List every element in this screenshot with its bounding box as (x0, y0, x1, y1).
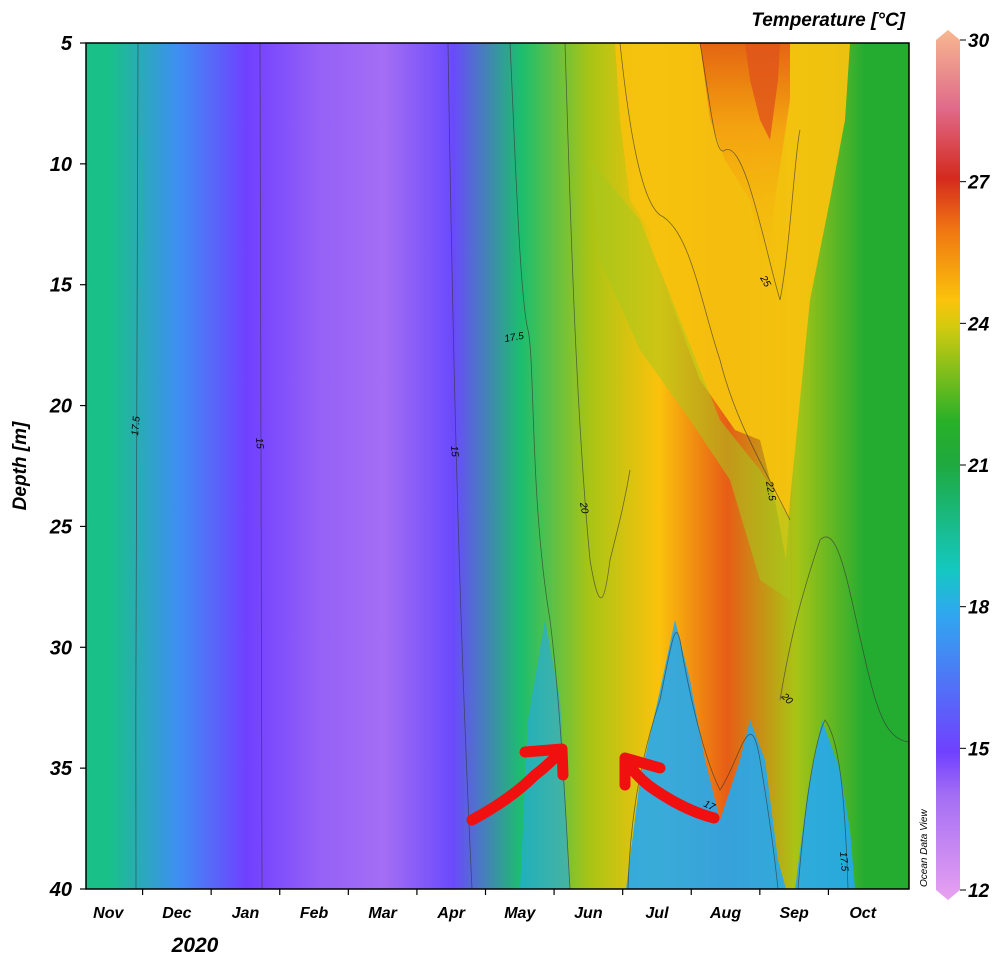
colorbar-tick-label: 27 (967, 173, 991, 194)
contour-label: 25 (757, 273, 773, 289)
x-tick-label: Nov (93, 905, 124, 922)
y-axis: 5 10 15 20 25 30 35 40 (49, 33, 86, 901)
warm-core (615, 43, 850, 560)
contour-label: 22.5 (763, 480, 777, 502)
y-tick-label: 40 (49, 879, 72, 901)
contour-label: 15 (448, 445, 460, 457)
colorbar-tick-label: 15 (968, 739, 990, 760)
contour-label: 17.5 (504, 331, 526, 345)
contour-line-25 (699, 43, 801, 301)
y-tick-label: 35 (50, 758, 73, 780)
y-tick-label: 20 (49, 396, 72, 418)
colorbar-gradient (936, 30, 960, 900)
y-tick-label: 15 (50, 275, 73, 297)
colorbar-ticks: 30 27 24 21 18 15 12 (960, 31, 991, 902)
contour-line-22-5 (619, 43, 791, 521)
contour-label: 20 (577, 501, 590, 515)
x-tick-label: Jun (574, 905, 603, 922)
colorbar-tick-label: 24 (967, 314, 990, 335)
colorbar-title: Temperature [°C] (751, 10, 905, 31)
contour-labels: 17.5 15 15 17.5 20 25 22.5 20 17 17.5 (130, 273, 850, 872)
contour-line-17-5-dec (135, 43, 139, 889)
hottest-core (745, 43, 780, 140)
contour-label: 15 (253, 437, 265, 449)
colorbar-tick-label: 30 (968, 31, 990, 52)
ocean-data-view-watermark: Ocean Data View (919, 809, 930, 887)
x-tick-label: Mar (368, 905, 397, 922)
x-tick-label: Jul (645, 905, 669, 922)
y-tick-label: 5 (61, 33, 73, 55)
red-arrow-left-head (519, 743, 569, 781)
colorbar-tick-label: 21 (967, 456, 989, 477)
deep-cool-tongue (626, 620, 786, 889)
y-tick-label: 25 (49, 516, 73, 538)
red-arrow-left-shaft (466, 744, 568, 826)
x-axis: Nov Dec Jan Feb Mar Apr May Jun Jul Aug Sep Oct (93, 889, 877, 922)
plot-border (85, 42, 910, 890)
x-tick-label: Sep (779, 905, 809, 922)
year-label: 2020 (171, 934, 219, 957)
x-tick-label: Jan (232, 905, 260, 922)
red-arrow-right-shaft (620, 754, 720, 824)
y-axis-label: Depth [m] (10, 421, 31, 510)
contour-line-15-apr (447, 43, 473, 889)
x-tick-label: Dec (162, 905, 191, 922)
x-tick-label: Apr (436, 905, 465, 922)
x-tick-label: Oct (849, 905, 876, 922)
plot-area: 17.5 15 15 17.5 20 25 22.5 20 17 17.5 (86, 43, 909, 889)
transition-band (590, 160, 790, 600)
contour-line-20-jun (564, 43, 631, 599)
colorbar-tick-label: 12 (968, 881, 990, 902)
contour-line-17-5-sep (797, 719, 849, 889)
x-tick-label: May (504, 905, 536, 922)
contour-line-20-sep (779, 536, 909, 743)
contour-label: 17.5 (837, 851, 850, 872)
y-tick-label: 10 (50, 154, 72, 176)
deep-cool-tongue-2 (795, 720, 855, 889)
colorbar-tick-label: 18 (968, 598, 990, 619)
x-tick-label: Aug (709, 905, 741, 922)
contour-label: 17.5 (130, 415, 143, 436)
colorbar: Temperature [°C] 30 27 24 21 18 15 12 (751, 10, 990, 902)
y-tick-label: 30 (50, 637, 72, 659)
red-arrow-right-head (619, 752, 666, 791)
contour-line-17 (627, 632, 779, 889)
x-tick-label: Feb (300, 905, 329, 922)
red-arrow-annotations (466, 743, 720, 826)
